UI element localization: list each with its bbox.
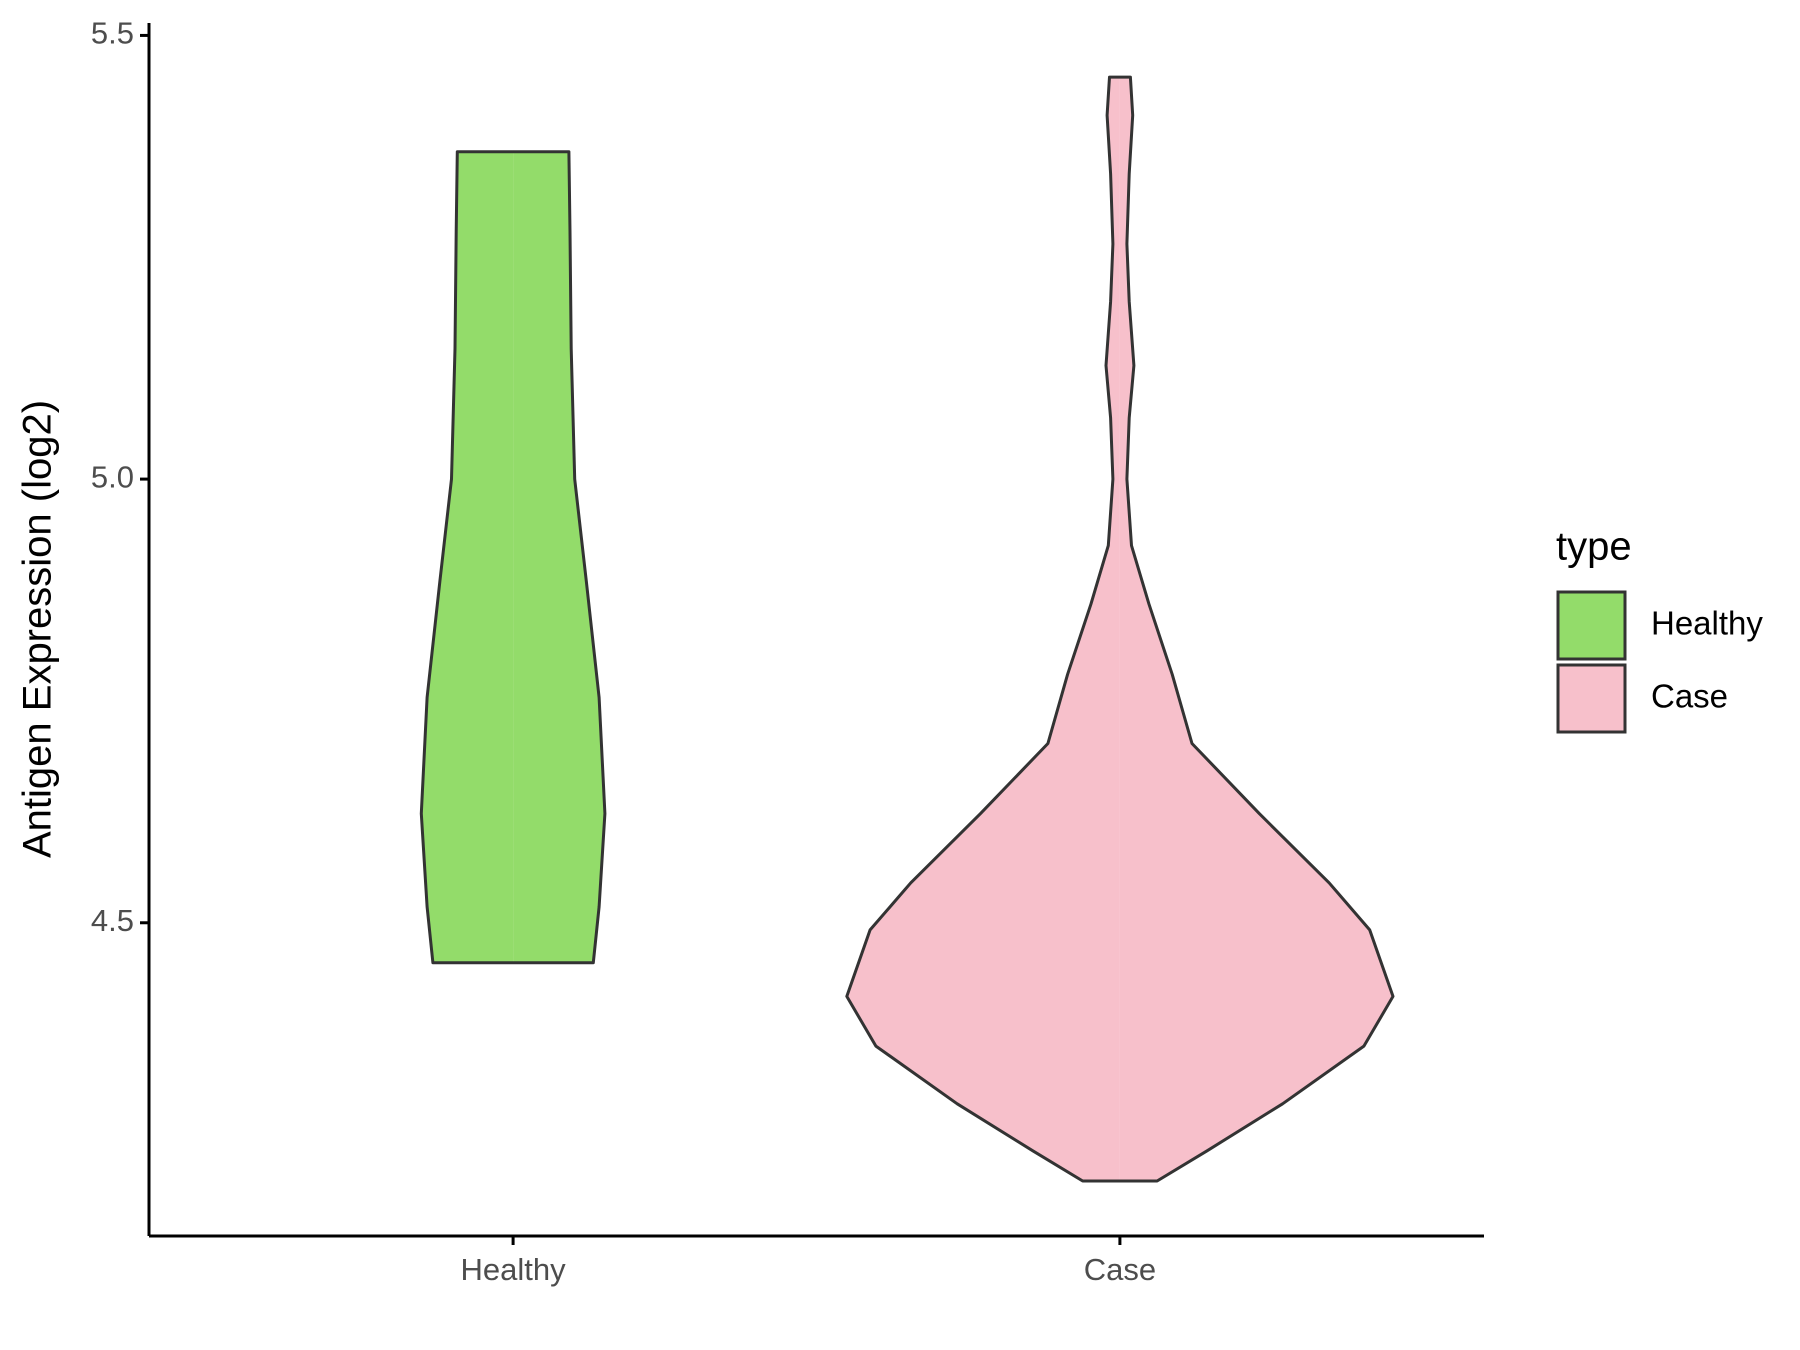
- y-tick-label: 5.5: [91, 16, 134, 51]
- violin-outline: [419, 150, 607, 965]
- violin-half: [846, 77, 1120, 1182]
- x-tick-label: Healthy: [461, 1252, 567, 1287]
- legend-key: [1556, 663, 1627, 734]
- legend-key: [1556, 590, 1627, 661]
- legend-label: Healthy: [1651, 605, 1763, 642]
- y-tick-label: 5.0: [91, 459, 134, 494]
- legend-title: type: [1556, 525, 1632, 569]
- y-axis-title: Antigen Expression (log2): [16, 400, 60, 858]
- legend-label: Case: [1651, 678, 1728, 715]
- violin-half: [1119, 77, 1393, 1182]
- violin-half: [421, 151, 514, 963]
- x-tick-label: Case: [1084, 1252, 1156, 1287]
- y-tick-label: 4.5: [91, 903, 134, 938]
- violin-outline: [845, 75, 1395, 1183]
- violin-half: [513, 151, 605, 963]
